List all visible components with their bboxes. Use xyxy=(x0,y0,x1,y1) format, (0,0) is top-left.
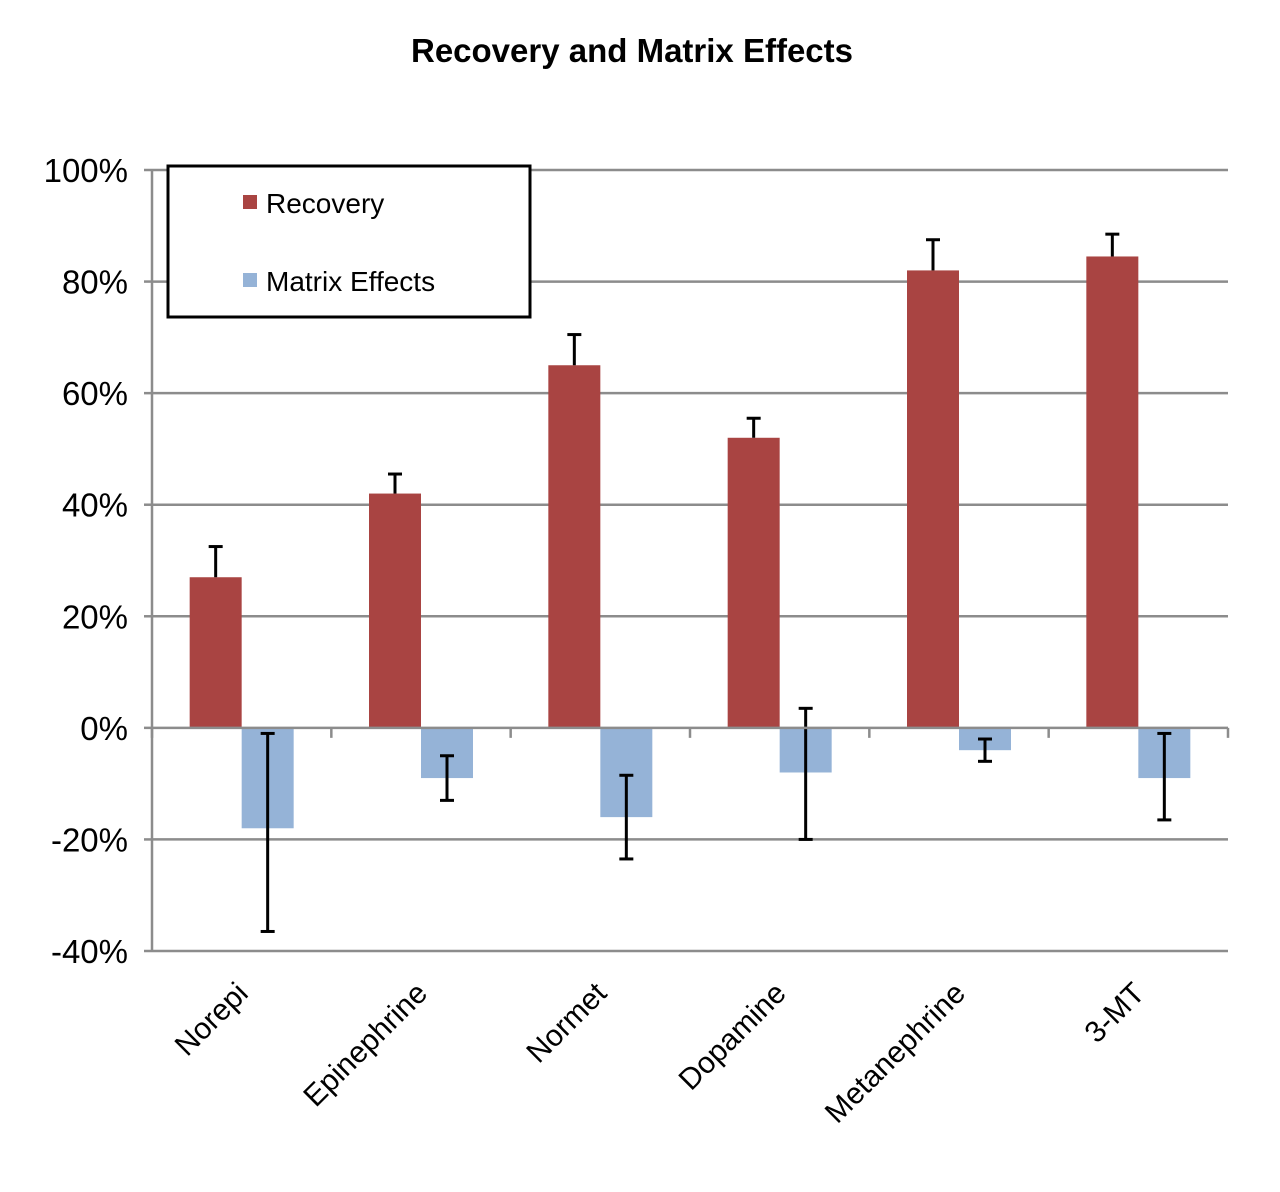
bar-recovery xyxy=(548,365,601,728)
chart-title: Recovery and Matrix Effects xyxy=(411,32,853,69)
y-tick-label: 80% xyxy=(62,264,128,301)
y-tick-label: -20% xyxy=(51,821,128,858)
x-tick-label: 3-MT xyxy=(1078,977,1151,1050)
y-tick-label: 100% xyxy=(44,152,128,189)
y-tick-label: 0% xyxy=(80,710,128,747)
x-tick-label: Metanephrine xyxy=(819,977,972,1130)
legend: Recovery Matrix Effects xyxy=(166,164,532,319)
legend-label-matrix-effects: Matrix Effects xyxy=(266,266,435,297)
bar-recovery xyxy=(189,577,242,728)
bar-recovery xyxy=(907,270,959,728)
axes xyxy=(144,168,1230,953)
bar-recovery xyxy=(369,493,421,728)
bar-recovery xyxy=(1086,256,1139,728)
y-tick-label: 20% xyxy=(62,598,128,635)
x-tick-label: Normet xyxy=(520,976,613,1069)
legend-swatch-recovery xyxy=(243,195,257,209)
y-tick-label: 40% xyxy=(62,487,128,524)
legend-box xyxy=(166,164,532,319)
x-tick-label: Epinephrine xyxy=(297,977,434,1114)
x-tick-label: Dopamine xyxy=(673,977,793,1097)
legend-label-recovery: Recovery xyxy=(266,188,384,219)
y-tick-label: -40% xyxy=(51,933,128,970)
x-tick-label: Norepi xyxy=(169,977,255,1063)
y-tick-label: 60% xyxy=(62,375,128,412)
bars xyxy=(189,232,1191,933)
bar-recovery xyxy=(727,437,780,728)
legend-swatch-matrix-effects xyxy=(243,273,257,287)
